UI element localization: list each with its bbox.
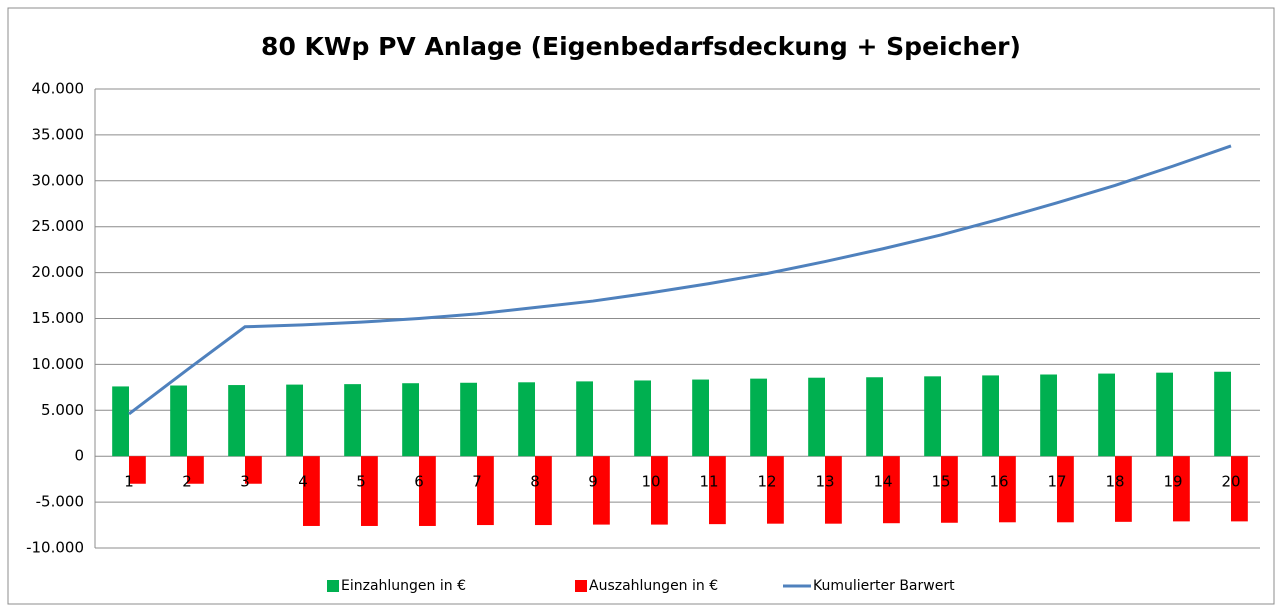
bar	[750, 378, 767, 457]
bar	[808, 377, 825, 457]
bar	[1098, 373, 1115, 457]
x-tick-label: 1	[124, 473, 134, 491]
y-tick-label: 35.000	[32, 125, 85, 143]
bar	[245, 456, 262, 484]
bar	[1115, 456, 1132, 522]
legend-label: Einzahlungen in €	[341, 578, 466, 594]
bar	[593, 456, 610, 525]
x-tick-label: 15	[931, 473, 950, 491]
bar	[1057, 456, 1074, 523]
x-tick-label: 6	[414, 473, 424, 491]
bar	[112, 386, 129, 457]
bar	[866, 377, 883, 457]
bar	[460, 382, 477, 457]
x-tick-label: 5	[356, 473, 366, 491]
x-tick-label: 19	[1163, 473, 1182, 491]
bar	[477, 456, 494, 526]
x-tick-label: 10	[641, 473, 660, 491]
y-tick-label: 40.000	[32, 80, 85, 98]
bar	[924, 376, 941, 457]
bar	[170, 385, 187, 457]
chart-frame	[7, 7, 1275, 605]
y-tick-label: 30.000	[32, 171, 85, 189]
y-tick-label: -5.000	[36, 493, 84, 511]
legend-swatch	[575, 580, 587, 592]
x-tick-label: 20	[1221, 473, 1240, 491]
x-tick-label: 12	[757, 473, 776, 491]
legend-label: Auszahlungen in €	[589, 578, 718, 594]
chart-title: 80 KWp PV Anlage (Eigenbedarfsdeckung + …	[261, 32, 1021, 61]
x-tick-label: 16	[989, 473, 1008, 491]
x-tick-label: 9	[588, 473, 598, 491]
bar	[187, 456, 204, 484]
x-tick-label: 2	[182, 473, 192, 491]
bar	[129, 456, 146, 484]
line	[128, 144, 1232, 416]
y-tick-label: 15.000	[32, 309, 85, 327]
bar	[303, 456, 320, 526]
bar	[228, 385, 245, 457]
bar	[767, 456, 784, 524]
bar	[344, 384, 361, 457]
bar	[1173, 456, 1190, 522]
bar	[982, 375, 999, 457]
x-tick-label: 17	[1047, 473, 1066, 491]
bar	[709, 456, 726, 525]
bar	[634, 380, 651, 457]
legend-swatch	[327, 580, 339, 592]
y-tick-label: 10.000	[32, 355, 85, 373]
x-tick-label: 8	[530, 473, 540, 491]
x-tick-label: 11	[699, 473, 718, 491]
bar	[692, 379, 709, 457]
bar	[1231, 456, 1248, 522]
y-tick-label: 5.000	[41, 401, 84, 419]
bar	[999, 456, 1016, 523]
x-tick-label: 3	[240, 473, 250, 491]
bar	[402, 383, 419, 457]
x-tick-label: 7	[472, 473, 482, 491]
bar	[361, 456, 378, 526]
x-tick-label: 13	[815, 473, 834, 491]
x-tick-label: 18	[1105, 473, 1124, 491]
bar	[651, 456, 668, 525]
y-tick-label: 20.000	[32, 263, 85, 281]
bar	[535, 456, 552, 526]
x-tick-label: 14	[873, 473, 892, 491]
bar	[1040, 374, 1057, 457]
bar	[576, 381, 593, 457]
y-tick-label: -10.000	[26, 539, 84, 557]
bar	[518, 382, 535, 457]
legend-label: Kumulierter Barwert	[813, 578, 955, 594]
bar	[883, 456, 900, 524]
bar	[825, 456, 842, 524]
y-tick-label: 25.000	[32, 217, 85, 235]
bar	[941, 456, 958, 523]
bar	[1214, 371, 1231, 457]
bar	[419, 456, 436, 526]
x-tick-label: 4	[298, 473, 308, 491]
y-tick-label: 0	[74, 447, 84, 465]
bar	[286, 384, 303, 457]
bar	[1156, 372, 1173, 457]
